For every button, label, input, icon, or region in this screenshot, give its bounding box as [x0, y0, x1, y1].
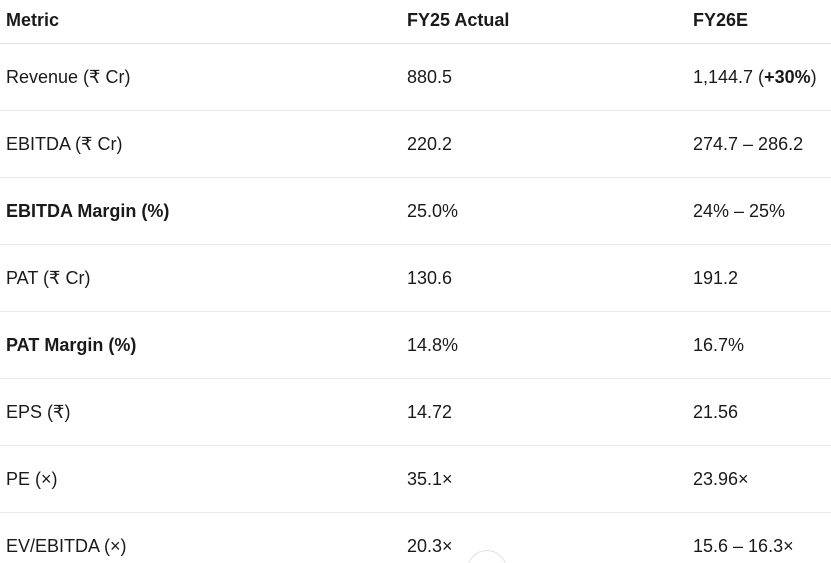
- table-row: EBITDA Margin (%) 25.0% 24% – 25%: [0, 178, 831, 245]
- fy26-cell: 23.96×: [693, 469, 749, 489]
- fy25-cell: 25.0%: [407, 201, 459, 221]
- metric-cell: EBITDA Margin (%): [6, 201, 170, 221]
- fy25-cell: 14.8%: [407, 335, 459, 355]
- metric-cell: EBITDA (₹ Cr): [6, 134, 123, 154]
- fy26-cell: 15.6 – 16.3×: [693, 536, 794, 556]
- fy25-cell: 880.5: [407, 67, 453, 87]
- header-fy26e: FY26E: [693, 10, 749, 30]
- table-row: PE (×) 35.1× 23.96×: [0, 446, 831, 513]
- fy26-cell: 24% – 25%: [693, 201, 786, 221]
- fy26-growth: +30%: [764, 67, 811, 87]
- table-row: PAT (₹ Cr) 130.6 191.2: [0, 245, 831, 312]
- header-fy25-actual: FY25 Actual: [407, 10, 510, 30]
- metric-cell: EPS (₹): [6, 402, 71, 422]
- fy26-cell: 274.7 – 286.2: [693, 134, 804, 154]
- table-row: EPS (₹) 14.72 21.56: [0, 379, 831, 446]
- fy26-cell: 191.2: [693, 268, 739, 288]
- table-row: EBITDA (₹ Cr) 220.2 274.7 – 286.2: [0, 111, 831, 178]
- fy26-tail: ): [810, 67, 817, 87]
- metric-cell: PAT (₹ Cr): [6, 268, 91, 288]
- table-row: EV/EBITDA (×) 20.3× 15.6 – 16.3×: [0, 513, 831, 563]
- metric-cell: PAT Margin (%): [6, 335, 137, 355]
- fy25-cell: 220.2: [407, 134, 453, 154]
- table-header-row: Metric FY25 Actual FY26E: [0, 0, 831, 44]
- fy26-cell: 21.56: [693, 402, 739, 422]
- table-row: Revenue (₹ Cr) 880.5 1,144.7 (+30%): [0, 44, 831, 111]
- metric-cell: Revenue (₹ Cr): [6, 67, 131, 87]
- fy26-cell: 16.7%: [693, 335, 745, 355]
- fy25-cell: 130.6: [407, 268, 453, 288]
- fy26-value: 1,144.7 (: [693, 67, 765, 87]
- fy25-cell: 20.3×: [407, 536, 453, 556]
- header-metric: Metric: [6, 10, 60, 30]
- fy25-cell: 35.1×: [407, 469, 453, 489]
- fy26-cell: 1,144.7 (+30%): [693, 66, 817, 88]
- fy25-cell: 14.72: [407, 402, 453, 422]
- metric-cell: EV/EBITDA (×): [6, 536, 127, 556]
- table-row: PAT Margin (%) 14.8% 16.7%: [0, 312, 831, 379]
- metric-cell: PE (×): [6, 469, 58, 489]
